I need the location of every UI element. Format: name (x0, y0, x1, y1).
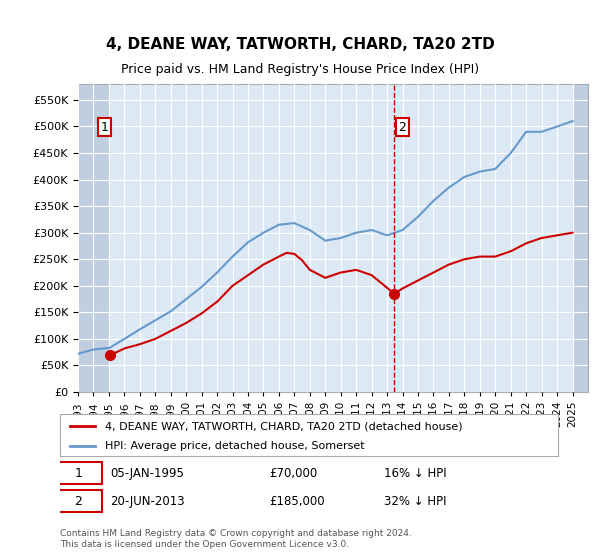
Bar (78, 84, 110, 392)
Text: Price paid vs. HM Land Registry's House Price Index (HPI): Price paid vs. HM Land Registry's House … (121, 63, 479, 77)
Text: £70,000: £70,000 (269, 466, 317, 480)
FancyBboxPatch shape (55, 490, 103, 512)
Text: 4, DEANE WAY, TATWORTH, CHARD, TA20 2TD (detached house): 4, DEANE WAY, TATWORTH, CHARD, TA20 2TD … (105, 421, 463, 431)
Text: Contains HM Land Registry data © Crown copyright and database right 2024.
This d: Contains HM Land Registry data © Crown c… (60, 529, 412, 549)
Text: HPI: Average price, detached house, Somerset: HPI: Average price, detached house, Some… (105, 441, 364, 451)
Text: 2: 2 (398, 120, 406, 134)
Text: 2: 2 (74, 494, 82, 508)
Text: 32% ↓ HPI: 32% ↓ HPI (384, 494, 446, 508)
Text: 16% ↓ HPI: 16% ↓ HPI (384, 466, 446, 480)
Text: £185,000: £185,000 (269, 494, 325, 508)
FancyBboxPatch shape (55, 462, 103, 484)
Text: 1: 1 (74, 466, 82, 480)
Text: 4, DEANE WAY, TATWORTH, CHARD, TA20 2TD: 4, DEANE WAY, TATWORTH, CHARD, TA20 2TD (106, 38, 494, 52)
Bar (572, 84, 588, 392)
Text: 20-JUN-2013: 20-JUN-2013 (110, 494, 184, 508)
Text: 1: 1 (101, 120, 109, 134)
Text: 05-JAN-1995: 05-JAN-1995 (110, 466, 184, 480)
